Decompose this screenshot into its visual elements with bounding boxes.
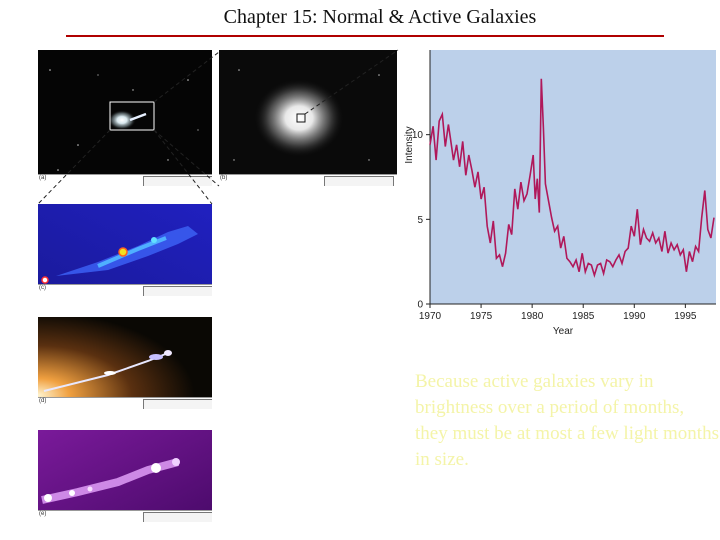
panel-a-label: (a) — [39, 175, 47, 181]
optical-jet-image — [38, 317, 212, 409]
galaxy-core-image — [233, 69, 380, 161]
page-title: Chapter 15: Normal & Active Galaxies — [223, 6, 537, 28]
panel-a-spectrum-bar — [143, 176, 212, 186]
x-tick-label: 1995 — [674, 311, 697, 322]
panel-d-optical-jet: (d) — [38, 317, 212, 409]
panel-c-caption-strip: (c) — [38, 284, 212, 296]
panel-d-caption-strip: (d) — [38, 397, 212, 409]
panel-b-spectrum-bar — [324, 176, 394, 186]
panel-e-label: (e) — [39, 511, 47, 517]
panel-e-xray-jet: (e) — [38, 430, 212, 522]
radio-jet-image — [38, 204, 212, 296]
panel-e-spectrum-bar — [143, 512, 212, 522]
panel-c-spectrum-bar — [143, 286, 212, 296]
panel-c-label: (c) — [39, 285, 46, 291]
y-axis-label: Intensity — [404, 126, 415, 163]
panel-b-caption-strip: (b) — [219, 174, 397, 186]
light-curve-chart: 1970 1975 1980 1985 1990 1995 0 5 10 Year Intens… — [404, 50, 716, 337]
panel-e-caption-strip: (e) — [38, 510, 212, 522]
title-underline — [66, 35, 664, 37]
panel-c-radio-jet: (c) — [38, 204, 212, 296]
x-tick-label: 1975 — [470, 311, 493, 322]
y-tick-label: 5 — [417, 215, 423, 226]
panel-b-label: (b) — [220, 175, 228, 181]
panel-b-galaxy-core: (b) — [219, 50, 397, 186]
x-tick-label: 1970 — [419, 311, 442, 322]
x-tick-label: 1990 — [623, 311, 646, 322]
panel-d-spectrum-bar — [143, 399, 212, 409]
panel-a-galaxy-field: (a) — [38, 50, 212, 186]
panel-d-label: (d) — [39, 398, 47, 404]
x-tick-label: 1985 — [572, 311, 595, 322]
y-tick-label: 10 — [412, 130, 424, 141]
x-tick-label: 1980 — [521, 311, 544, 322]
x-axis-label: Year — [553, 326, 574, 337]
xray-jet-image — [38, 430, 212, 522]
galaxy-field-image — [49, 69, 199, 171]
series-line — [429, 78, 715, 278]
panel-a-caption-strip: (a) — [38, 174, 212, 186]
y-tick-label: 0 — [417, 300, 423, 311]
caption-text: Because active galaxies vary in brightne… — [415, 371, 719, 470]
